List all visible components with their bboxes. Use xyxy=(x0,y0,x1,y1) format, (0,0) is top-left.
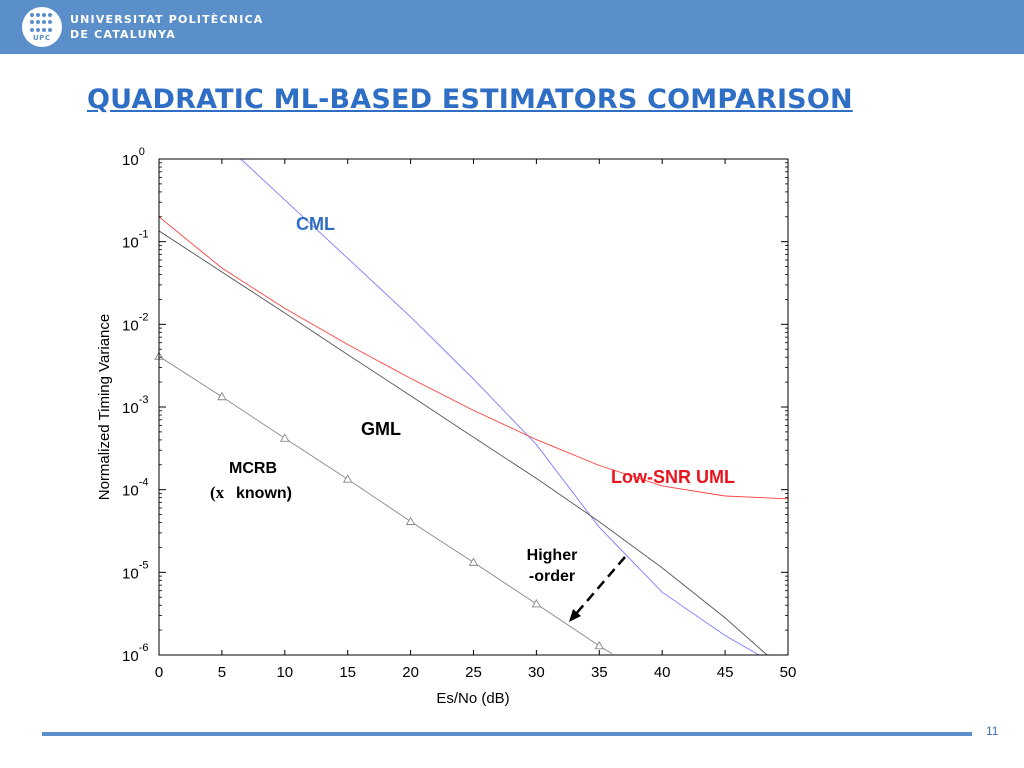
university-name: UNIVERSITAT POLITÈCNICA DE CATALUNYA xyxy=(70,12,263,42)
y-tick-label: 10-5 xyxy=(122,559,148,582)
y-axis-label: Normalized Timing Variance xyxy=(96,314,113,500)
series-mcrb-point xyxy=(468,557,479,566)
x-axis-label: Es/No (dB) xyxy=(436,690,509,707)
series-mcrb-point xyxy=(531,599,542,608)
higher-order-label-line1: Higher xyxy=(527,547,578,564)
x-tick-label: 35 xyxy=(591,664,608,681)
university-name-line1: UNIVERSITAT POLITÈCNICA xyxy=(70,13,264,26)
x-tick-label: 20 xyxy=(402,664,419,681)
higher-order-arrowhead xyxy=(569,609,581,622)
x-tick-label: 45 xyxy=(717,664,734,681)
series-cml-line xyxy=(240,159,760,655)
page-number: 11 xyxy=(986,724,999,738)
x-tick-label: 5 xyxy=(218,664,226,681)
higher-order-arrow xyxy=(574,556,626,616)
series-mcrb-point xyxy=(280,433,290,442)
header-bar: UPC UNIVERSITAT POLITÈCNICA DE CATALUNYA xyxy=(0,0,1024,54)
series-mcrb-point xyxy=(405,516,416,525)
footer-line xyxy=(42,732,972,736)
y-tick-label: 100 xyxy=(122,146,145,169)
higher-order-label-line2: -order xyxy=(529,568,575,585)
x-tick-label: 40 xyxy=(654,664,671,681)
series-mcrb-point xyxy=(342,474,353,483)
series-mcrb-point xyxy=(594,640,605,650)
series-mcrb-line xyxy=(159,355,613,654)
chart: 0 5 10 15 20 25 30 35 40 45 50 100 10-1 10-2 10-3 10-4 1… xyxy=(96,146,797,707)
series-low-snr-uml-line xyxy=(159,216,788,500)
gml-label: GML xyxy=(361,419,401,439)
y-tick-label: 10-4 xyxy=(122,477,148,500)
x-tick-label: 10 xyxy=(276,664,293,681)
mcrb-known-label: known) xyxy=(236,485,292,502)
upc-logo-text: UPC xyxy=(33,34,51,42)
upc-logo-dots xyxy=(30,13,54,33)
low-snr-uml-label: Low-SNR UML xyxy=(611,467,735,487)
series-mcrb-point xyxy=(217,391,227,401)
x-tick-label: 50 xyxy=(780,664,797,681)
y-tick-label: 10-1 xyxy=(122,229,148,252)
y-tick-label: 10-6 xyxy=(122,642,148,665)
university-name-line2: DE CATALUNYA xyxy=(70,28,176,41)
x-tick-label: 30 xyxy=(528,664,545,681)
x-tick-label: 25 xyxy=(465,664,482,681)
series-gml-line xyxy=(159,230,768,655)
x-tick-label: 0 xyxy=(155,664,163,681)
y-tick-label: 10-2 xyxy=(122,311,148,334)
y-tick-label: 10-3 xyxy=(122,394,148,417)
mcrb-label: MCRB xyxy=(229,460,277,477)
slide-title: QUADRATIC ML-BASED ESTIMATORS COMPARISON xyxy=(87,84,853,115)
mcrb-symbol: (x xyxy=(210,483,225,502)
plot-frame xyxy=(158,158,789,656)
x-tick-label: 15 xyxy=(339,664,356,681)
cml-label: CML xyxy=(296,214,335,234)
